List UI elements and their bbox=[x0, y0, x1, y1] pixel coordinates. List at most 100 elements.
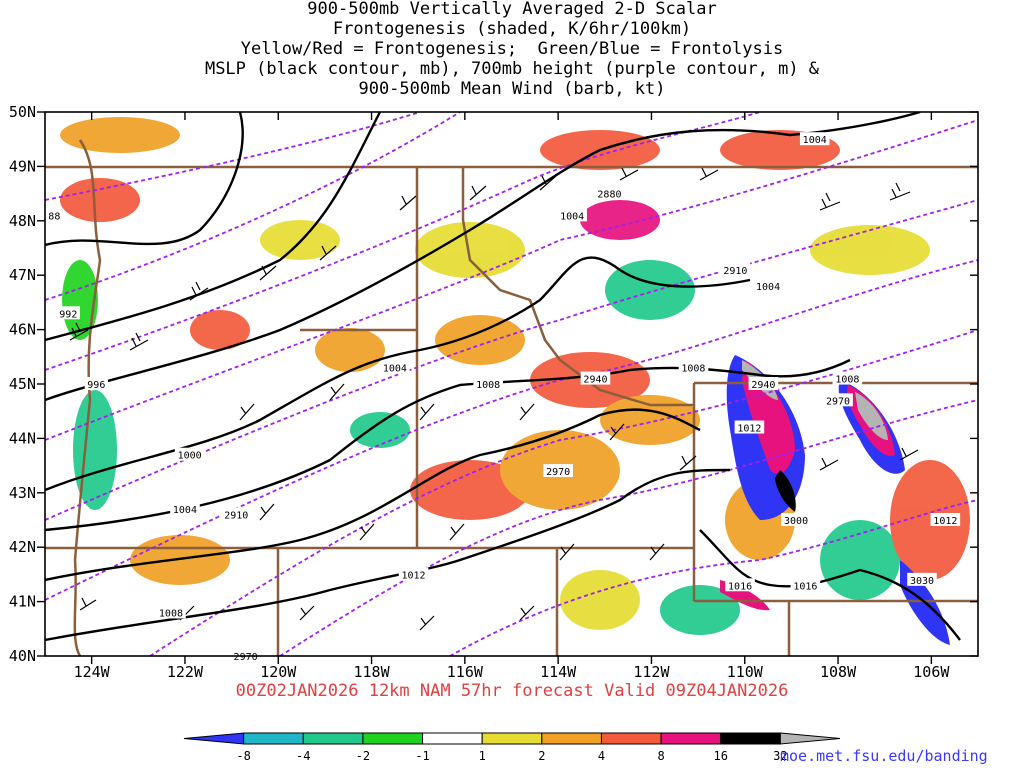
forecast-valid-line: 00Z02JAN2026 12km NAM 57hr forecast Vali… bbox=[235, 681, 789, 701]
mslp-label: 1008 bbox=[476, 380, 500, 391]
mslp-label: 1004 bbox=[383, 364, 407, 375]
lat-tick-label: 40N bbox=[9, 647, 36, 665]
lat-tick-label: 49N bbox=[9, 157, 36, 175]
colorbar-segment bbox=[720, 732, 781, 745]
mslp-label-bg bbox=[398, 567, 429, 581]
mslp-label: 1004 bbox=[803, 135, 827, 146]
height-label: 3030 bbox=[910, 576, 934, 587]
colorbar-label: -4 bbox=[296, 749, 310, 763]
mslp-label: 1004 bbox=[560, 211, 584, 222]
mslp-label-bg bbox=[753, 279, 783, 293]
height-label: 2970 bbox=[546, 467, 570, 478]
lat-tick-label: 45N bbox=[9, 375, 36, 393]
colorbar-label: 2 bbox=[538, 749, 545, 763]
colorbar-segment bbox=[422, 732, 483, 745]
mslp-label: 1012 bbox=[933, 516, 957, 527]
colorbar-label: -2 bbox=[356, 749, 370, 763]
mslp-label: 1004 bbox=[173, 505, 197, 516]
lon-tick-label: 108W bbox=[820, 663, 857, 681]
mslp-label: 1008 bbox=[681, 364, 705, 375]
mslp-label: 1016 bbox=[793, 581, 817, 592]
height-label-bg bbox=[748, 377, 779, 390]
mslp-label: 1008 bbox=[835, 375, 859, 386]
height-label-bg bbox=[580, 371, 611, 385]
lon-tick-label: 110W bbox=[727, 663, 764, 681]
height-label: 2970 bbox=[234, 652, 258, 663]
mslp-label-bg bbox=[678, 360, 709, 374]
lon-tick-label: 124W bbox=[74, 663, 111, 681]
mslp-label-bg bbox=[799, 132, 830, 146]
height-label: 2910 bbox=[723, 266, 747, 277]
mslp-label: 1016 bbox=[728, 581, 752, 592]
title-line-4: MSLP (black contour, mb), 700mb height (… bbox=[204, 59, 820, 79]
title-line-2: Frontogenesis (shaded, K/6hr/100km) bbox=[332, 19, 692, 39]
lat-tick-label: 46N bbox=[9, 321, 36, 339]
colorbar-segment bbox=[779, 732, 841, 745]
colorbar-segment bbox=[660, 732, 722, 745]
mslp-label: 996 bbox=[87, 380, 105, 391]
mslp-label-bg bbox=[832, 371, 863, 385]
lat-tick-label: 41N bbox=[9, 593, 36, 611]
mslp-label-bg bbox=[45, 208, 63, 222]
lon-tick-label: 122W bbox=[167, 663, 204, 681]
mslp-label: 1000 bbox=[178, 451, 202, 462]
mslp-label-bg bbox=[790, 578, 821, 592]
mslp-label-bg bbox=[930, 513, 961, 526]
mslp-label: 1012 bbox=[401, 570, 425, 581]
colorbar-label: -1 bbox=[415, 749, 429, 763]
mslp-label-bg bbox=[56, 306, 80, 320]
height-contours bbox=[45, 112, 978, 656]
lat-tick-label: 48N bbox=[9, 212, 36, 230]
colorbar-segment bbox=[362, 732, 424, 745]
height-label-bg bbox=[543, 464, 573, 478]
title-line-1: 900-500mb Vertically Averaged 2-D Scalar bbox=[307, 0, 717, 19]
mslp-label-bg bbox=[557, 208, 587, 222]
axis-ticks: 124W 122W 120W 118W 116W 114W 112W 110W 108W 106W… bbox=[9, 103, 978, 681]
height-label: 2940 bbox=[583, 375, 607, 386]
mslp-label-bg bbox=[170, 502, 200, 516]
lon-tick-label: 114W bbox=[540, 663, 577, 681]
lon-tick-label: 106W bbox=[913, 663, 950, 681]
mslp-label-bg bbox=[473, 377, 503, 390]
mslp-label-bg bbox=[734, 420, 765, 434]
colorbar-segment bbox=[600, 732, 662, 745]
source-credit: moe.met.fsu.edu/banding bbox=[780, 747, 988, 765]
colorbar-label: 16 bbox=[714, 749, 728, 763]
height-label-bg bbox=[907, 572, 937, 586]
height-label-bg bbox=[594, 186, 625, 200]
colorbar-label: 1 bbox=[479, 749, 486, 763]
mslp-label: 992 bbox=[59, 309, 77, 320]
mslp-label: 1008 bbox=[159, 608, 183, 619]
lon-tick-label: 112W bbox=[633, 663, 670, 681]
lat-tick-label: 42N bbox=[9, 538, 36, 556]
lat-tick-label: 47N bbox=[9, 266, 36, 284]
colorbar-label: -8 bbox=[236, 749, 250, 763]
frontogenesis-shading bbox=[60, 117, 970, 645]
height-label: 3000 bbox=[784, 516, 808, 527]
lon-tick-label: 120W bbox=[260, 663, 297, 681]
mslp-label-bg bbox=[725, 578, 755, 592]
mslp-label-bg bbox=[84, 377, 108, 390]
colorbar-label: 4 bbox=[598, 749, 605, 763]
colorbar-segment bbox=[302, 732, 364, 745]
wind-barbs bbox=[69, 167, 919, 631]
lat-tick-label: 43N bbox=[9, 484, 36, 502]
lat-tick-label: 50N bbox=[9, 103, 36, 121]
lon-tick-label: 118W bbox=[353, 663, 390, 681]
mslp-label: 1004 bbox=[756, 282, 780, 293]
title-line-3: Yellow/Red = Frontogenesis; Green/Blue =… bbox=[240, 39, 784, 59]
lat-tick-label: 44N bbox=[9, 429, 36, 447]
colorbar-segment bbox=[541, 732, 602, 745]
height-label: 2940 bbox=[751, 380, 775, 391]
mslp-label: 88 bbox=[48, 211, 60, 222]
colorbar: -8 -4 -2 -1 1 2 4 8 16 32 bbox=[183, 732, 841, 763]
height-label-bg bbox=[720, 262, 751, 276]
colorbar-segment bbox=[243, 732, 304, 745]
colorbar-segment bbox=[481, 732, 543, 745]
colorbar-label: 32 bbox=[773, 749, 787, 763]
mslp-label-bg bbox=[380, 360, 410, 374]
mslp-label-bg bbox=[156, 605, 186, 619]
mslp-label-bg bbox=[174, 447, 205, 461]
height-label-bg bbox=[823, 393, 853, 407]
